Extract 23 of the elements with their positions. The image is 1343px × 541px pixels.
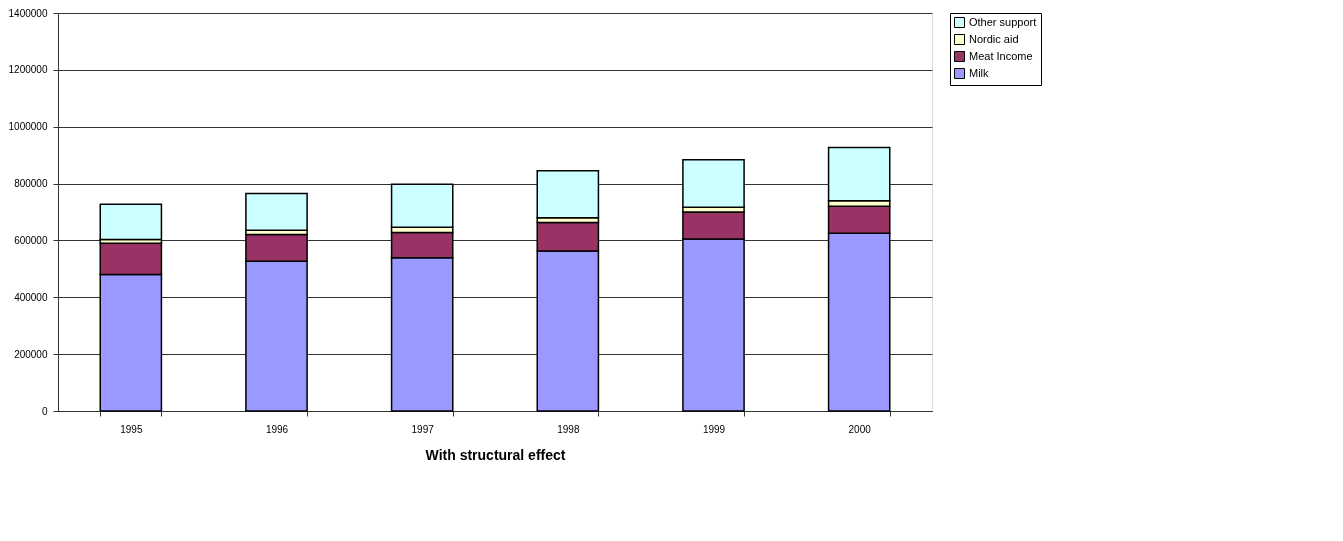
y-tick-label: 400000 — [14, 291, 48, 303]
legend-label: Other support — [969, 15, 1037, 28]
x-tick-label: 1997 — [411, 423, 435, 435]
y-tick-label: 600000 — [14, 234, 48, 246]
y-tick-label: 1000000 — [8, 121, 48, 133]
x-tick-label: 1999 — [702, 423, 726, 435]
x-axis-title: With structural effect — [425, 446, 566, 463]
x-tick-label: 1998 — [557, 423, 580, 435]
bar — [390, 183, 454, 229]
legend-label: Milk — [969, 66, 990, 79]
y-tick-label: 200000 — [14, 348, 48, 360]
y-tick-label: 1400000 — [8, 7, 48, 19]
bar — [536, 170, 600, 219]
bar — [245, 192, 308, 231]
y-tick-label: 0 — [41, 405, 48, 417]
y-tick-label: 1200000 — [8, 64, 48, 76]
legend-label: Meat Income — [969, 49, 1033, 62]
x-tick-label: 2000 — [848, 423, 872, 435]
bar — [99, 203, 163, 241]
y-tick-label: 800000 — [14, 178, 48, 190]
x-tick-label: 1996 — [265, 423, 289, 435]
legend-label: Nordic aid — [969, 32, 1019, 45]
x-tick-label: 1995 — [120, 423, 143, 435]
